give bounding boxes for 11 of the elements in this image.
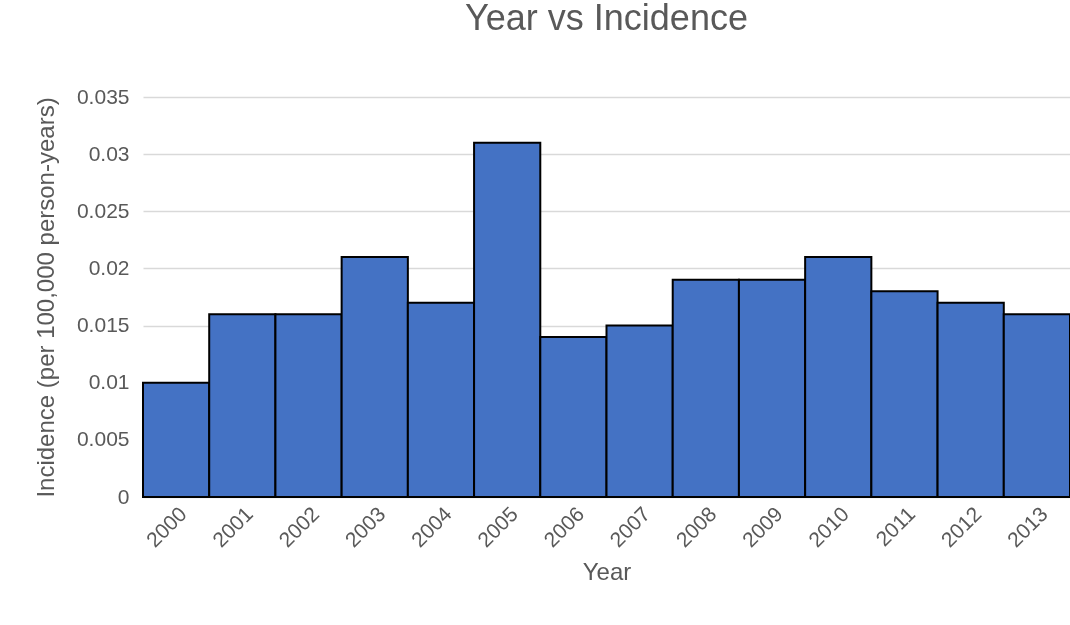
y-tick-label: 0.035	[76, 84, 130, 108]
y-tick-label: 0.025	[76, 198, 130, 222]
y-tick-label: 0.01	[88, 370, 130, 394]
y-tick-label: 0	[117, 484, 130, 508]
y-tick-label: 0.015	[76, 313, 130, 337]
x-axis-title: Year	[582, 558, 632, 586]
y-tick-label: 0.03	[88, 141, 130, 165]
y-tick-label: 0.005	[76, 427, 130, 451]
y-axis-title: Incidence (per 100,000 person-years)	[31, 97, 59, 498]
y-tick-label: 0.02	[88, 255, 130, 279]
chart-title: Year vs Incidence	[465, 0, 748, 38]
